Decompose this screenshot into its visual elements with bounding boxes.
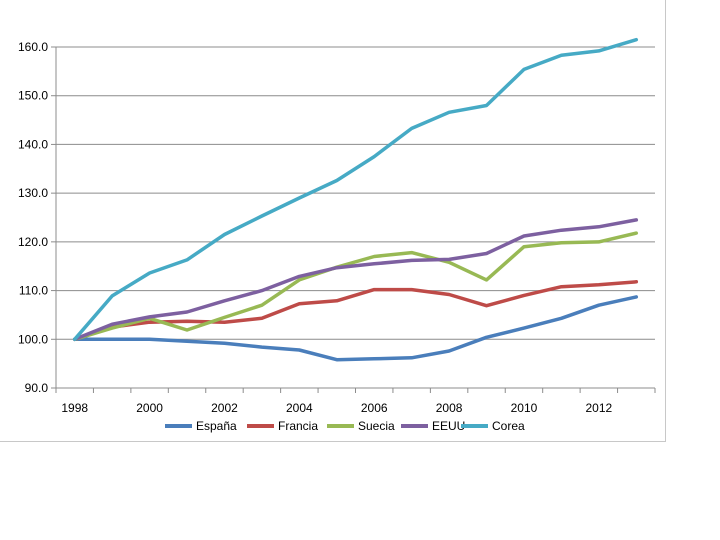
series-line-francia (72, 280, 639, 342)
legend-item-suecia: Suecia (327, 419, 395, 433)
series-line-suecia (72, 231, 639, 342)
y-tick-label: 120.0 (18, 235, 48, 249)
x-tick-label: 2008 (436, 401, 463, 415)
y-tick-label: 140.0 (18, 137, 48, 151)
legend-label: Corea (492, 419, 525, 433)
x-tick-label: 2004 (286, 401, 313, 415)
y-tick-label: 160.0 (18, 40, 48, 54)
y-tick-label: 90.0 (25, 381, 49, 395)
y-tick-label: 150.0 (18, 89, 48, 103)
series-lines (72, 37, 639, 362)
x-tick-label: 2000 (136, 401, 163, 415)
gridlines (56, 46, 655, 340)
legend-item-corea: Corea (461, 419, 525, 433)
legend-label: España (196, 419, 237, 433)
x-axis: 1998 2000 2002 2004 2006 2008 2010 2012 (55, 387, 656, 415)
y-axis: 90.0 100.0 110.0 120.0 130.0 140.0 150.0 160.0 (18, 40, 57, 395)
legend-label: Francia (278, 419, 318, 433)
x-tick-label: 2010 (511, 401, 538, 415)
y-tick-label: 130.0 (18, 186, 48, 200)
line-chart: 90.0100.0110.0120.0130.0140.0150.0160.0 … (18, 37, 656, 433)
series-line-eeuu (72, 218, 639, 342)
legend: España Francia Suecia EEUU Corea (165, 419, 525, 433)
legend-item-francia: Francia (247, 419, 318, 433)
x-tick-label: 1998 (61, 401, 88, 415)
legend-item-eeuu: EEUU (401, 419, 465, 433)
series-line-corea (72, 37, 639, 342)
y-tick-label: 110.0 (19, 284, 48, 298)
legend-item-españa: España (165, 419, 237, 433)
legend-label: Suecia (358, 419, 395, 433)
y-tick-label: 100.0 (18, 332, 48, 346)
chart-frame: 90.0 100.0 110.0 120.0 130.0 140.0 150.0 160.0 … (0, 0, 666, 442)
legend-label: EEUU (432, 419, 465, 433)
series-line-españa (72, 295, 639, 362)
x-tick-label: 2002 (211, 401, 238, 415)
x-tick-label: 2012 (585, 401, 612, 415)
x-tick-label: 2006 (361, 401, 388, 415)
